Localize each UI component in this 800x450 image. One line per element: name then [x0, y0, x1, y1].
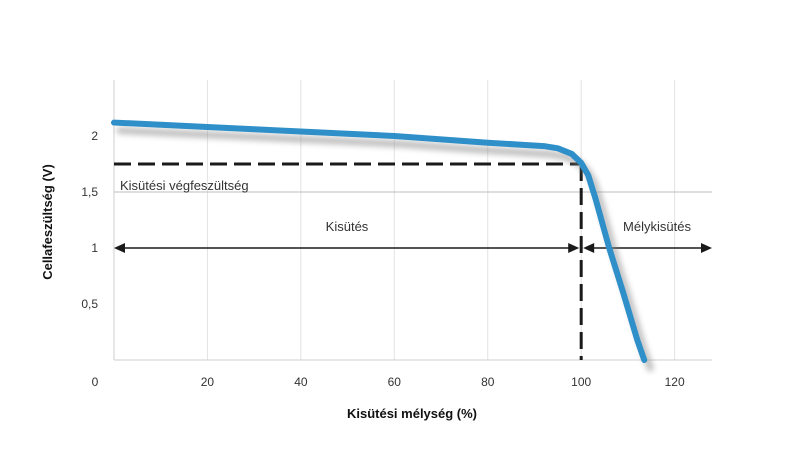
- axes: 0 20 40 60 80 100 120 0,5 1 1,5 2: [81, 80, 712, 389]
- x-axis-label: Kisütési mélység (%): [347, 406, 477, 421]
- deep-discharge-arrow-head-left: [583, 243, 595, 253]
- y-axis-label: Cellafeszültség (V): [40, 164, 55, 280]
- y-tick-label: 2: [91, 129, 98, 143]
- x-tick-label: 20: [201, 375, 215, 389]
- deep-discharge-arrow-head-right: [701, 243, 712, 253]
- y-tick-label: 1,5: [81, 185, 98, 199]
- x-tick-label: 0: [92, 375, 99, 389]
- voltage-curve: [111, 119, 648, 363]
- discharge-arrow-head-left: [114, 243, 125, 253]
- y-tick-label: 1: [91, 241, 98, 255]
- discharge-arrow-head-right: [568, 243, 580, 253]
- x-tick-label: 120: [665, 375, 685, 389]
- labels: Kisütési mélység (%) Cellafeszültség (V)…: [40, 164, 691, 421]
- x-tick-label: 80: [481, 375, 495, 389]
- discharge-region-label: Kisütés: [326, 219, 369, 234]
- end-voltage-label: Kisütési végfeszültség: [120, 178, 249, 193]
- deep-discharge-region-label: Mélykisütés: [623, 219, 691, 234]
- x-tick-label: 40: [294, 375, 308, 389]
- x-tick-label: 100: [571, 375, 591, 389]
- curve-shadow: [116, 127, 654, 372]
- x-tick-label: 60: [388, 375, 402, 389]
- y-tick-label: 0,5: [81, 297, 98, 311]
- series: [111, 119, 654, 372]
- reference-lines: [114, 162, 712, 360]
